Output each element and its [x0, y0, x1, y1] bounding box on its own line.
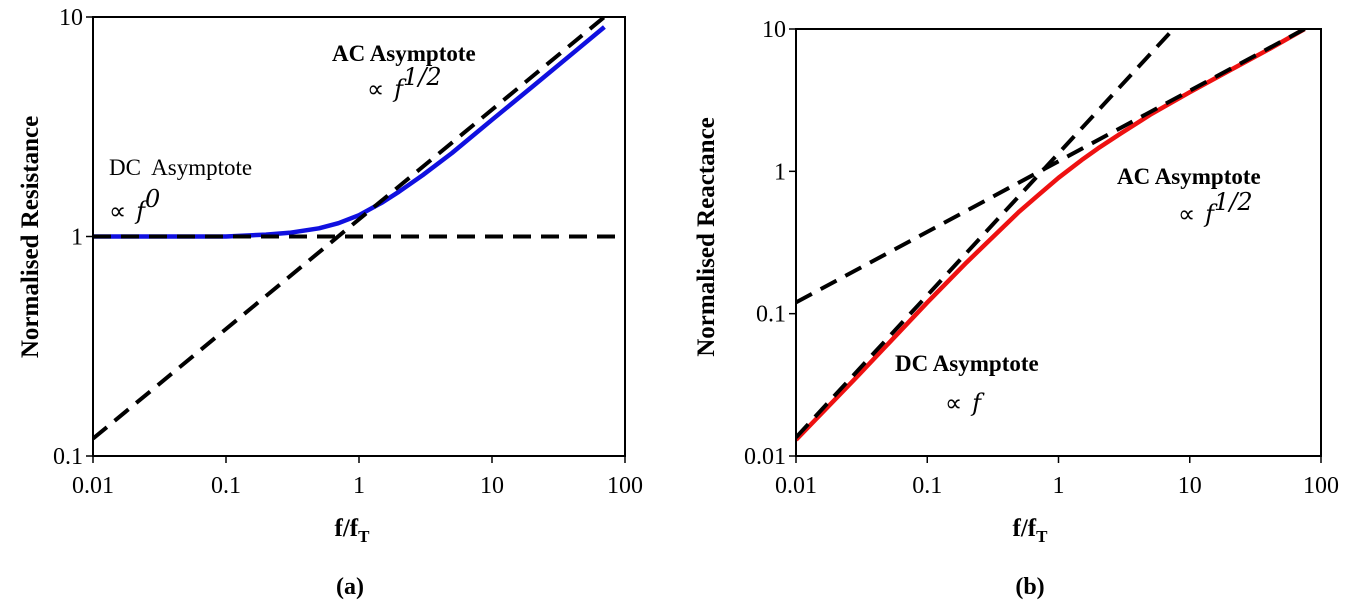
panel-b-dc-f: f	[970, 389, 985, 417]
panel-a-x-axis-sub: T	[358, 527, 370, 546]
panel-b-series	[796, 29, 1306, 442]
panel-b-x-tick-label: 10	[1178, 473, 1202, 499]
panel-b-asymptote-line-2	[796, 29, 1306, 305]
panel-b-y-tick-label: 10	[762, 17, 786, 43]
panel-a-dc-asymptote-formula: ∝ f0	[109, 185, 160, 225]
panel-a-ac-asymptote-title: AC Asymptote	[332, 41, 476, 66]
panel-b-y-tick-label: 1	[774, 159, 786, 185]
panel-a-x-tick-label: 0.01	[72, 473, 114, 499]
panel-b-curve-line	[796, 29, 1306, 442]
panel-b-plot-frame	[795, 28, 1322, 457]
panel-b-ac-asymptote-formula: ∝ f1/2	[1178, 188, 1253, 228]
panel-b-y-axis-title: Normalised Reactance	[693, 117, 720, 357]
panel-a-ac-asymptote-formula: ∝ f1/2	[367, 63, 442, 103]
panel-b-asymptote-line-1	[796, 29, 1175, 439]
panel-b-ticks: 0.01 0.1 1 10 100 0.01 0.1 1 10	[744, 17, 1339, 499]
panel-a-x-tick-label: 0.1	[211, 473, 241, 499]
panel-b-ac-prop-symbol: ∝	[1178, 200, 1195, 228]
panel-a-x-tick-label: 10	[480, 473, 504, 499]
panel-b-x-tick-label: 100	[1303, 473, 1339, 499]
panel-b-x-tick-label: 0.01	[775, 473, 817, 499]
panel-a-y-tick-label: 1	[71, 225, 83, 251]
panel-a-ac-power: 1/2	[403, 63, 442, 91]
panel-a-y-axis-title: Normalised Resistance	[17, 116, 44, 358]
panel-a-ac-prop-symbol: ∝	[367, 75, 384, 103]
panel-b-x-axis-title: f/fT	[1013, 515, 1049, 546]
panel-a-dc-power: 0	[145, 185, 160, 213]
panel-a-plot-frame	[92, 16, 626, 457]
panel-b-dc-asymptote-title: DC Asymptote	[895, 351, 1039, 376]
panel-a-x-axis-main: f/f	[335, 515, 359, 542]
panel-a-label: (a)	[336, 574, 364, 600]
panel-b-x-tick-label: 1	[1053, 473, 1065, 499]
panel-b-y-tick-label: 0.1	[756, 302, 786, 328]
panel-a-y-tick-label: 0.1	[53, 444, 83, 470]
panel-b-x-axis-main: f/f	[1013, 515, 1037, 542]
panel-b-dc-asymptote-formula: ∝ f	[945, 389, 985, 417]
panel-a-dc-asymptote-title: DC Asymptote	[109, 155, 252, 180]
panel-b-ac-asymptote-title: AC Asymptote	[1117, 164, 1261, 189]
panel-a-asymptote-line-2	[93, 17, 606, 441]
panel-b-x-tick-label: 0.1	[912, 473, 942, 499]
panel-a-series	[93, 17, 625, 441]
panel-b-x-axis-sub: T	[1036, 527, 1048, 546]
panel-a-dc-prop-symbol: ∝	[109, 197, 126, 225]
panel-b-y-tick-label: 0.01	[744, 444, 786, 470]
panel-b-reactance: 0.01 0.1 1 10 100 0.01 0.1 1 10 Normalised React…	[693, 17, 1339, 600]
panel-a-x-tick-label: 100	[607, 473, 643, 499]
panel-b-ac-power: 1/2	[1214, 188, 1253, 216]
panel-a-ticks: 0.01 0.1 1 10 100 0.1 1 10	[53, 5, 643, 499]
panel-b-label: (b)	[1015, 574, 1044, 600]
panel-a-y-tick-label: 10	[59, 5, 83, 31]
panel-a-x-axis-title: f/fT	[335, 515, 371, 546]
panel-a-x-tick-label: 1	[353, 473, 365, 499]
panel-a-resistance: 0.01 0.1 1 10 100 0.1 1 10 Normalised Resistanc…	[17, 5, 643, 600]
panel-b-dc-prop-symbol: ∝	[945, 389, 962, 417]
